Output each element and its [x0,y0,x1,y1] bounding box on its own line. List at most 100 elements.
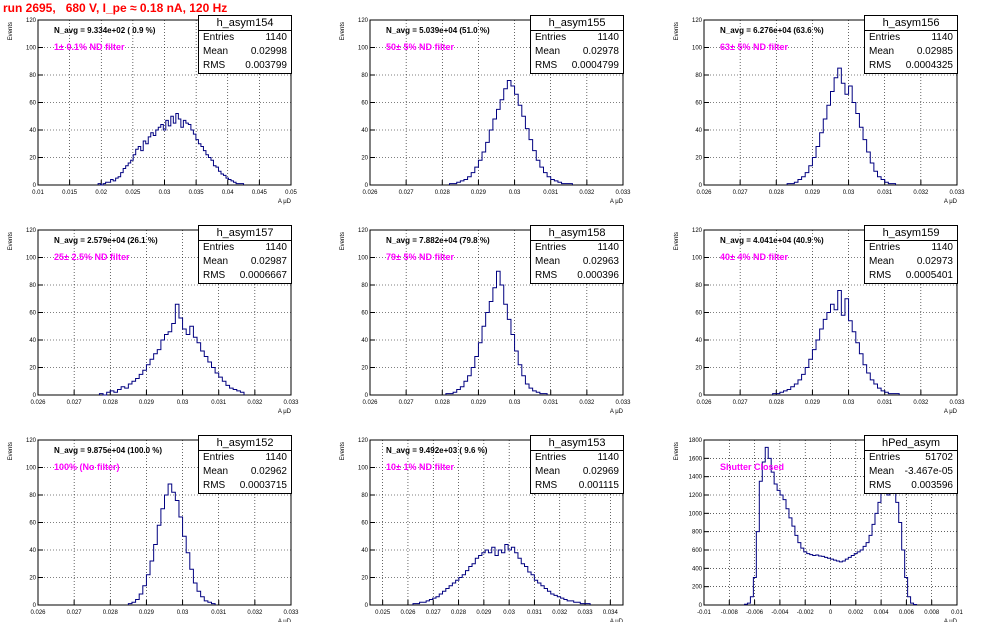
x-tick-label: -0.004 [771,610,789,616]
y-tick-label: 20 [29,366,36,372]
y-axis-label: Events [674,442,680,460]
x-tick-label: 0.03 [503,610,515,616]
y-axis-label: Events [674,22,680,40]
y-tick-label: 80 [29,73,36,79]
x-axis-label: A μD [610,409,624,415]
stats-value: 0.0003715 [239,480,287,491]
stats-value: 0.02987 [250,256,287,267]
y-tick-label: 60 [29,101,36,107]
x-tick-label: 0.025 [375,610,391,616]
histogram-title: h_asym155 [531,16,623,31]
y-axis-label: Events [340,442,346,460]
stats-value: 51702 [925,452,953,463]
y-tick-label: 40 [361,338,368,344]
x-tick-label: 0.033 [949,190,965,196]
y-tick-label: 40 [29,338,36,344]
y-tick-label: 1000 [689,511,703,517]
stats-row: Mean 0.02998 [199,45,291,59]
stats-key: Entries [869,242,901,253]
x-tick-label: 0.032 [579,400,595,406]
stats-value: 0.000396 [577,270,619,281]
y-tick-label: 120 [692,18,703,24]
stats-key: RMS [535,60,558,71]
x-axis-label: A μD [278,199,292,205]
stats-box: hPed_asym Entries 51702 Mean -3.467e-05 RMS 0.… [864,435,958,494]
y-tick-label: 100 [358,46,369,52]
histogram-series [127,483,216,605]
stats-value: 0.02969 [582,466,619,477]
stats-key: Entries [535,452,567,463]
histogram-title: h_asym156 [865,16,957,31]
stats-key: RMS [869,60,892,71]
y-tick-label: 100 [358,466,369,472]
x-axis-label: A μD [944,619,958,622]
x-tick-label: 0.02 [95,190,107,196]
y-tick-label: 40 [361,548,368,554]
y-axis-label: Events [8,22,14,40]
stats-value: 1140 [931,242,953,253]
x-tick-label: 0.027 [67,610,83,616]
stats-row: Mean 0.02973 [865,255,957,269]
y-tick-label: 120 [26,228,37,234]
x-tick-label: -0.008 [721,610,739,616]
stats-key: RMS [535,480,558,491]
y-tick-label: 0 [33,603,37,609]
y-tick-label: 60 [361,521,368,527]
y-tick-label: 80 [361,283,368,289]
stats-key: Entries [535,242,567,253]
stats-key: Mean [203,466,229,477]
x-tick-label: 0.002 [848,610,864,616]
filter-label: 10± 1% ND filter [386,462,454,472]
histogram-series [772,290,900,395]
x-tick-label: 0.029 [471,400,487,406]
y-tick-label: 60 [695,101,702,107]
stats-key: Mean [535,256,561,267]
histogram-title: h_asym158 [531,226,623,241]
navg-label: N_avg = 9.492e+03 ( 9.6 %) [386,446,488,455]
y-axis-label: Events [8,442,14,460]
stats-row: Mean -3.467e-05 [865,465,957,479]
stats-value: 1140 [265,452,287,463]
x-tick-label: -0.01 [697,610,711,616]
x-tick-label: 0.029 [139,610,155,616]
stats-key: Entries [869,32,901,43]
y-tick-label: 100 [358,256,369,262]
stats-row: Mean 0.02962 [199,465,291,479]
y-axis-label: Events [340,22,346,40]
y-tick-label: 20 [695,366,702,372]
stats-value: 0.0004799 [571,60,619,71]
x-tick-label: 0.027 [399,400,415,406]
y-axis-label: Events [340,232,346,250]
x-tick-label: 0.03 [177,610,189,616]
histogram-series [412,544,591,605]
histogram-series [449,80,573,185]
x-tick-label: 0.033 [949,400,965,406]
stats-row: Entries 1140 [865,31,957,45]
stats-row: Mean 0.02985 [865,45,957,59]
histogram-title: h_asym153 [531,436,623,451]
stats-row: Entries 1140 [199,241,291,255]
x-tick-label: 0.026 [362,190,378,196]
y-tick-label: 80 [361,493,368,499]
stats-row: RMS 0.0004325 [865,59,957,73]
x-tick-label: 0.03 [177,400,189,406]
y-tick-label: 0 [365,393,369,399]
stats-value: 0.0004325 [905,60,953,71]
y-tick-label: 40 [361,128,368,134]
x-tick-label: 0.027 [67,400,83,406]
stats-value: 0.02998 [250,46,287,57]
y-tick-label: 80 [695,283,702,289]
y-tick-label: 1600 [689,456,703,462]
y-tick-label: 0 [699,603,703,609]
y-tick-label: 120 [358,228,369,234]
histogram-series [445,270,548,395]
y-tick-label: 60 [361,311,368,317]
x-tick-label: 0.031 [211,610,227,616]
x-tick-label: 0.03 [159,190,171,196]
y-tick-label: 20 [361,366,368,372]
x-axis-label: A μD [944,199,958,205]
x-axis-label: A μD [278,619,292,622]
x-tick-label: 0.026 [400,610,416,616]
x-tick-label: 0.01 [32,190,44,196]
x-tick-label: 0.032 [552,610,568,616]
